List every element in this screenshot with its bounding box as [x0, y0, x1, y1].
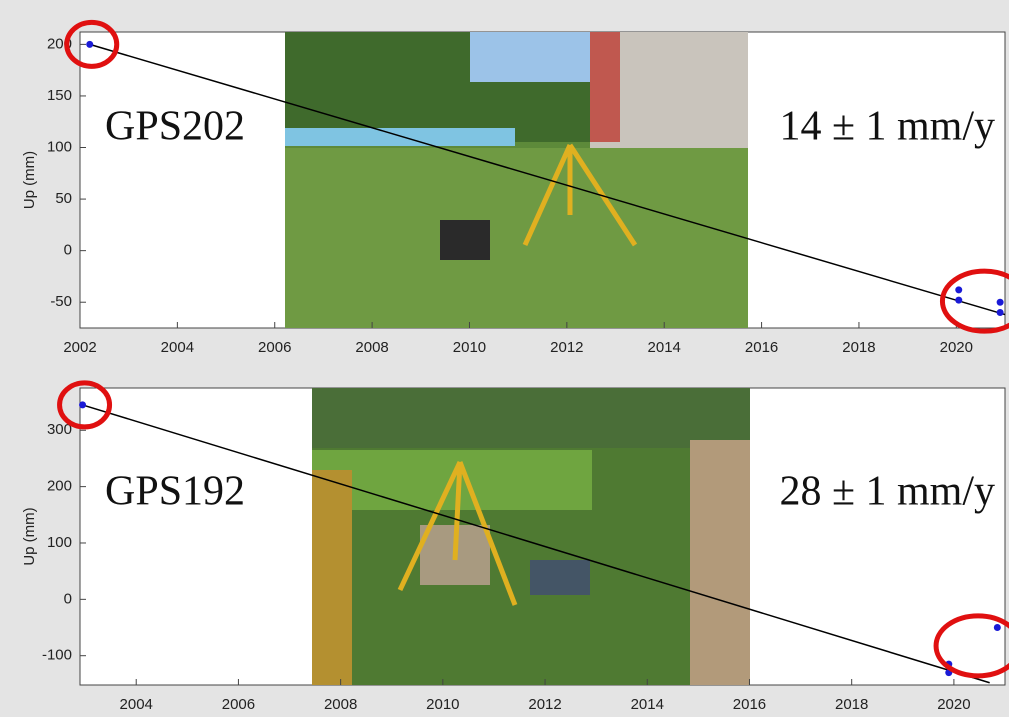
data-point — [79, 401, 87, 409]
x-tick-label: 2012 — [528, 696, 561, 713]
trend-line — [82, 404, 990, 684]
photo — [285, 32, 748, 328]
x-tick-label: 2004 — [120, 696, 153, 713]
y-tick-label: -100 — [42, 647, 72, 664]
y-tick-label: 100 — [47, 534, 72, 551]
trend-line — [89, 43, 1006, 316]
x-tick-label: 2012 — [550, 339, 583, 356]
x-tick-label: 2002 — [63, 339, 96, 356]
highlight-circle — [939, 268, 1009, 334]
annotation: 14 ± 1 mm/y — [779, 104, 995, 150]
x-tick-label: 2016 — [733, 696, 766, 713]
y-tick-label: 100 — [47, 138, 72, 155]
x-tick-label: 2010 — [453, 339, 486, 356]
x-tick-label: 2006 — [222, 696, 255, 713]
x-tick-label: 2014 — [648, 339, 681, 356]
highlight-circle — [57, 380, 113, 430]
y-tick-label: 0 — [64, 590, 72, 607]
data-point — [86, 40, 94, 48]
data-point — [996, 298, 1004, 306]
x-tick-label: 2020 — [937, 696, 970, 713]
x-tick-label: 2004 — [161, 339, 194, 356]
x-tick-label: 2020 — [940, 339, 973, 356]
y-tick-label: 200 — [47, 478, 72, 495]
data-point — [996, 309, 1004, 317]
y-tick-label: -50 — [50, 293, 72, 310]
y-axis-label: Up (mm) — [21, 151, 38, 209]
y-tick-label: 300 — [47, 421, 72, 438]
x-tick-label: 2016 — [745, 339, 778, 356]
annotation: 28 ± 1 mm/y — [779, 469, 995, 515]
x-tick-label: 2010 — [426, 696, 459, 713]
x-tick-label: 2006 — [258, 339, 291, 356]
x-tick-label: 2018 — [835, 696, 868, 713]
x-tick-label: 2008 — [324, 696, 357, 713]
annotation: GPS192 — [105, 469, 245, 515]
photo — [312, 388, 750, 685]
highlight-circle — [933, 613, 1009, 679]
y-tick-label: 0 — [64, 242, 72, 259]
annotation: GPS202 — [105, 104, 245, 150]
y-axis-label: Up (mm) — [21, 507, 38, 565]
highlight-circle — [64, 19, 120, 69]
y-tick-label: 50 — [55, 190, 72, 207]
x-tick-label: 2014 — [631, 696, 664, 713]
data-point — [993, 624, 1001, 632]
x-tick-label: 2018 — [842, 339, 875, 356]
y-tick-label: 150 — [47, 87, 72, 104]
data-point — [955, 286, 963, 294]
data-point — [955, 296, 963, 304]
x-tick-label: 2008 — [355, 339, 388, 356]
